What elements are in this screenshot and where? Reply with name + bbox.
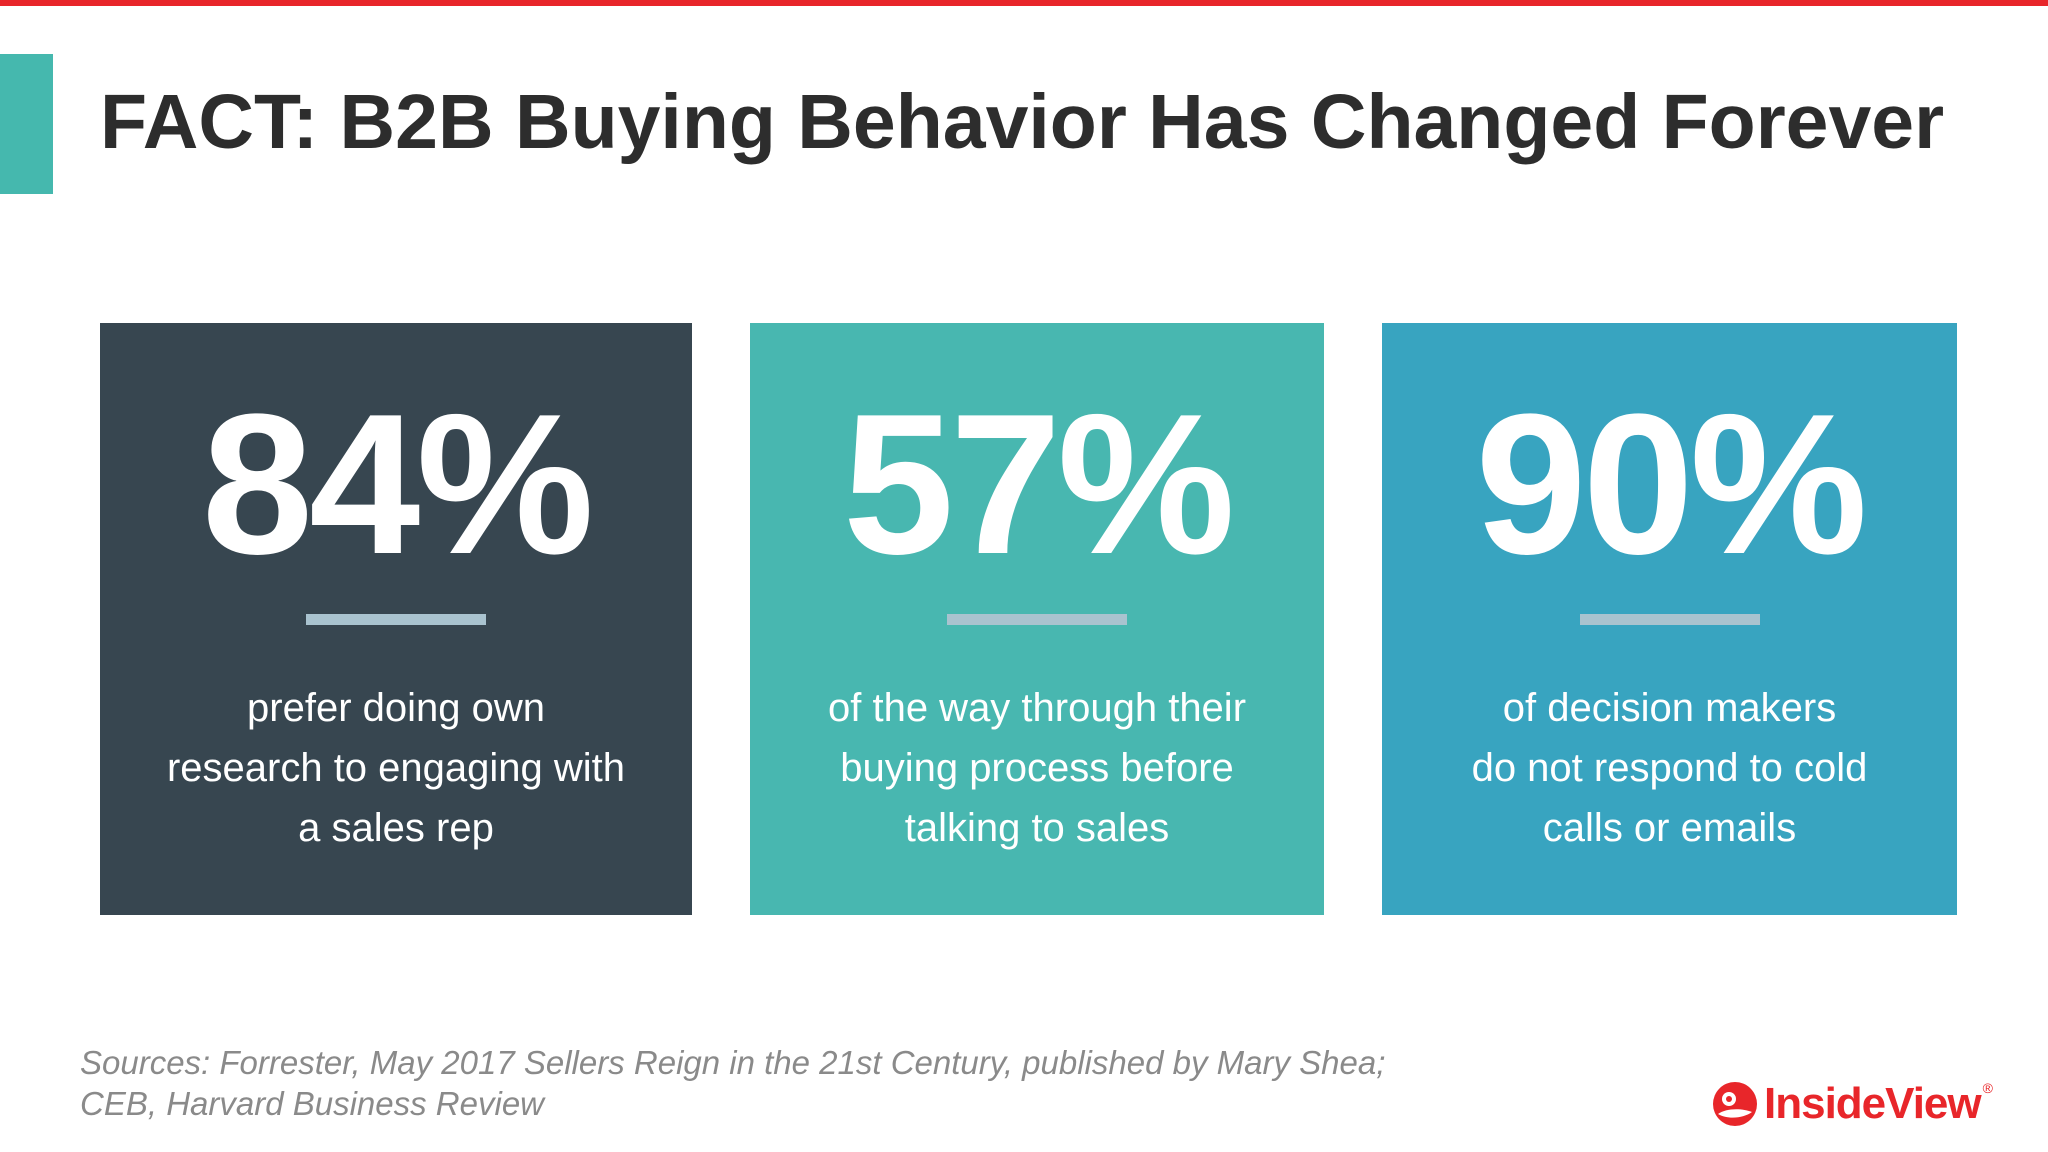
stat-description-line: a sales rep [298,806,494,850]
stat-description-line: calls or emails [1542,806,1797,850]
stat-divider [306,614,486,625]
stat-description-line: prefer doing own [247,686,545,730]
stat-description: prefer doing own research to engaging wi… [130,678,662,858]
logo-text: InsideView [1764,1079,1982,1128]
insideview-logo: InsideView ® [1712,1078,1993,1130]
stat-description-line: do not respond to cold [1471,746,1868,790]
registered-mark: ® [1982,1080,1993,1096]
stat-description-line: research to engaging with [166,746,626,790]
stat-divider [947,614,1127,625]
stat-value: 57% [842,373,1235,596]
sources-citation: Sources: Forrester, May 2017 Sellers Rei… [80,1042,1385,1124]
stat-value: 84% [201,373,594,596]
stat-description: of decision makers do not respond to col… [1412,678,1927,858]
stat-divider [1579,614,1760,625]
stat-description-line: talking to sales [904,806,1170,850]
sources-line: CEB, Harvard Business Review [80,1085,544,1122]
top-accent-bar [0,0,2048,6]
stat-description: of the way through their buying process … [780,678,1294,858]
stat-value: 90% [1475,373,1867,596]
title-accent-block [0,54,53,194]
insideview-logo-icon [1713,1082,1757,1126]
sources-line: Sources: Forrester, May 2017 Sellers Rei… [80,1044,1386,1081]
stat-card-84: 84% prefer doing own research to engagin… [100,323,692,915]
stat-description-line: of the way through their [827,686,1247,730]
stat-card-90: 90% of decision makers do not respond to… [1382,323,1957,915]
stat-card-57: 57% of the way through their buying proc… [750,323,1324,915]
stat-description-line: of decision makers [1502,686,1837,730]
stat-description-line: buying process before [840,746,1234,790]
slide-title: FACT: B2B Buying Behavior Has Changed Fo… [100,79,1945,165]
